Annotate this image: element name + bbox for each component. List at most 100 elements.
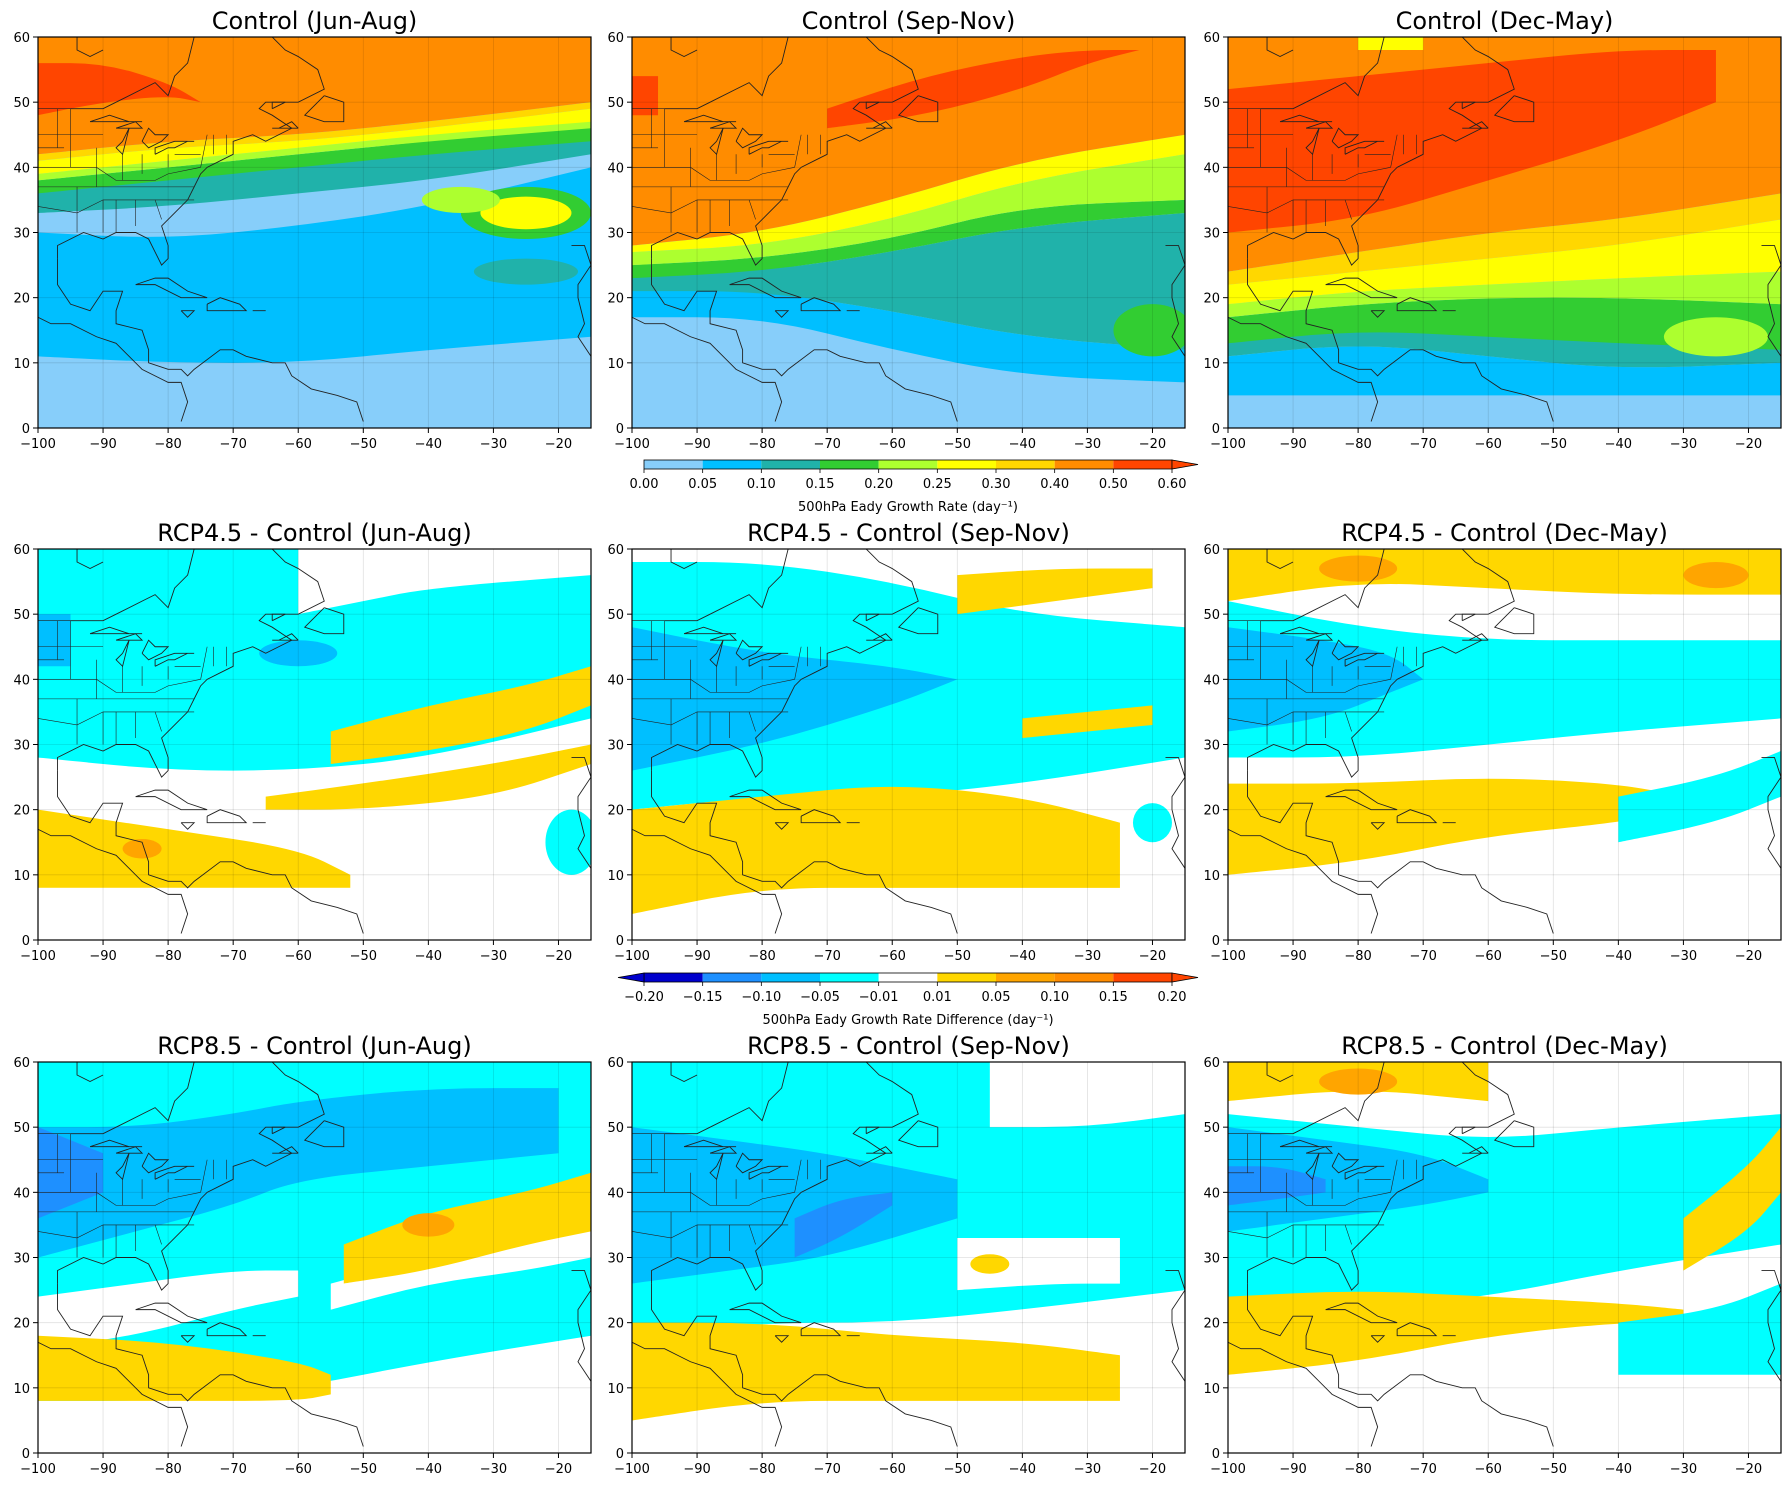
coastline — [1462, 121, 1489, 129]
x-tick-label: −20 — [1735, 1462, 1762, 1477]
contour-band — [38, 108, 591, 174]
y-tick-label: 30 — [1203, 227, 1220, 242]
x-tick-label: −90 — [89, 437, 116, 452]
coastline — [57, 770, 364, 934]
state-border — [1344, 199, 1352, 220]
y-tick-label: 10 — [607, 1382, 624, 1397]
y-tick-label: 40 — [607, 1186, 624, 1201]
x-tick-label: −80 — [748, 949, 775, 964]
coastline — [1370, 1335, 1386, 1343]
map-panel-rcp85-dm: RCP8.5 - Control (Dec-May) −100 −90 −80 −70 −… — [1203, 1032, 1782, 1477]
coastline — [57, 258, 364, 422]
y-tick-label: 40 — [1203, 161, 1220, 176]
state-border — [154, 711, 162, 732]
contour-band — [1228, 271, 1781, 318]
coastline — [571, 1270, 591, 1401]
colorbar-segment — [702, 460, 762, 469]
coastline — [632, 1341, 783, 1447]
contour-band — [1228, 346, 1781, 396]
contour-band — [1132, 803, 1172, 843]
map-panel-control-son: Control (Sep-Nov) −100 −90 −80 −70 −60 −50 −40 −… — [607, 7, 1186, 452]
state-border — [748, 1224, 756, 1245]
y-tick-label: 30 — [1203, 1252, 1220, 1267]
x-tick-label: −50 — [944, 949, 971, 964]
coastline — [70, 549, 195, 622]
x-tick-label: −70 — [1409, 437, 1436, 452]
map-panel-rcp45-dm: RCP4.5 - Control (Dec-May) −100 −90 −80 −70 −… — [1203, 519, 1782, 964]
colorbar-segment — [878, 460, 938, 469]
coastline — [735, 639, 764, 661]
contour-band — [632, 284, 1185, 383]
x-tick-label: −30 — [1074, 1462, 1101, 1477]
state-border — [748, 199, 756, 220]
contour-band — [1113, 304, 1185, 357]
coastline — [1344, 1165, 1385, 1180]
contour-band — [343, 1172, 591, 1284]
coastline — [1396, 297, 1438, 312]
colorbar-extend-max — [1171, 972, 1199, 983]
coastline — [865, 613, 880, 622]
coastline — [141, 1152, 170, 1174]
y-tick-label: 60 — [607, 1056, 624, 1071]
x-tick-label: −100 — [20, 437, 56, 452]
coastline — [272, 121, 299, 129]
map-panel-rcp85-son: RCP8.5 - Control (Sep-Nov) −100 −90 −80 −70 −… — [607, 1032, 1186, 1477]
y-tick-label: 60 — [607, 543, 624, 558]
contour-band — [330, 666, 591, 765]
y-tick-label: 0 — [616, 1447, 624, 1462]
x-tick-label: −20 — [1139, 949, 1166, 964]
coastline — [1344, 140, 1385, 155]
coastline — [154, 652, 195, 667]
coastline — [1266, 37, 1294, 58]
colorbar-tick-label: −0.05 — [800, 990, 840, 1005]
coastline — [729, 1302, 802, 1324]
coastline — [1260, 1062, 1385, 1135]
colorbar-segment — [996, 460, 1055, 469]
coastline — [774, 1335, 790, 1343]
y-tick-label: 40 — [13, 1186, 30, 1201]
x-tick-label: −30 — [1670, 1462, 1697, 1477]
y-tick-label: 20 — [607, 1317, 624, 1332]
contour-band — [1228, 778, 1684, 875]
panel-title: RCP4.5 - Control (Dec-May) — [1341, 519, 1668, 547]
x-tick-label: −100 — [614, 949, 650, 964]
coastline — [1370, 310, 1386, 318]
map-panel-rcp45-son: RCP4.5 - Control (Sep-Nov) −100 −90 −80 −70 −… — [607, 519, 1186, 964]
y-tick-label: 30 — [13, 1252, 30, 1267]
coastline — [70, 37, 195, 110]
coastline — [38, 316, 189, 422]
coastline — [664, 1062, 789, 1135]
coastline — [206, 1322, 248, 1337]
coastline — [735, 1152, 764, 1174]
contour-band — [38, 167, 591, 363]
coastline — [748, 1165, 789, 1180]
coastline — [1370, 822, 1386, 830]
contour-band — [298, 549, 591, 615]
x-tick-label: −20 — [545, 949, 572, 964]
panel-title: RCP8.5 - Control (Jun-Aug) — [157, 1032, 471, 1060]
y-tick-label: 0 — [1212, 934, 1220, 949]
y-tick-label: 50 — [1203, 1121, 1220, 1136]
y-tick-label: 50 — [13, 1121, 30, 1136]
coastline — [1279, 626, 1333, 635]
x-tick-label: −40 — [1605, 437, 1632, 452]
contour-band — [38, 887, 591, 940]
contour-band — [1618, 751, 1781, 843]
coastlines — [1228, 1062, 1781, 1447]
y-tick-label: 20 — [607, 292, 624, 307]
y-tick-label: 0 — [1212, 422, 1220, 437]
difference-colorbar: −0.20 −0.15 −0.10 −0.05 −0.01 0.01 0.05 0.10 0.1… — [617, 972, 1199, 1028]
x-tick-label: −40 — [1009, 949, 1036, 964]
contour-band — [473, 258, 578, 285]
coastline — [709, 121, 738, 129]
contour-band — [632, 76, 659, 116]
gridlines — [1228, 549, 1781, 940]
colorbar-segment — [1054, 460, 1114, 469]
coastline — [1305, 121, 1334, 129]
x-tick-label: −80 — [1344, 949, 1371, 964]
x-tick-label: −50 — [944, 437, 971, 452]
coastline — [729, 789, 802, 811]
y-tick-label: 20 — [1203, 292, 1220, 307]
x-tick-label: −70 — [813, 437, 840, 452]
x-tick-label: −60 — [879, 437, 906, 452]
